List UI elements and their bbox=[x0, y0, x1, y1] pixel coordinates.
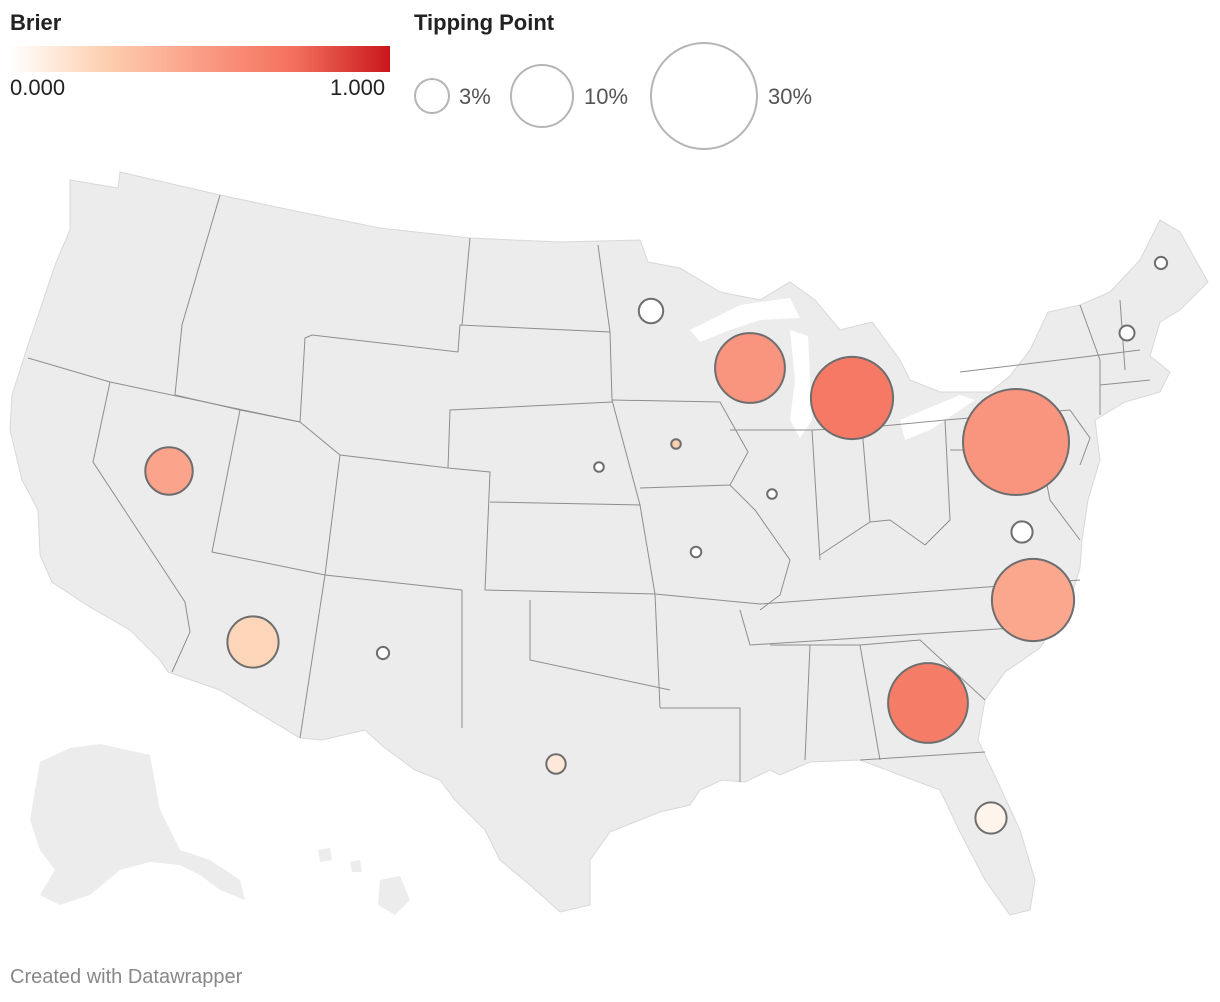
bubble-michigan[interactable] bbox=[809, 355, 895, 441]
bubble-nebraska[interactable] bbox=[593, 461, 605, 473]
bubble-illinois[interactable] bbox=[766, 488, 778, 500]
size-legend-label-10: 10% bbox=[584, 84, 629, 109]
bubble-new-mexico[interactable] bbox=[375, 645, 391, 661]
brier-color-ramp bbox=[10, 46, 390, 72]
bubble-nevada[interactable] bbox=[144, 446, 194, 496]
lake-superior bbox=[690, 298, 800, 342]
hawaii-shape bbox=[318, 848, 410, 915]
size-legend-circle-30 bbox=[650, 42, 758, 150]
us-map bbox=[9, 171, 1209, 916]
bubble-new-hampshire[interactable] bbox=[1118, 324, 1136, 342]
bubble-texas[interactable] bbox=[545, 753, 567, 775]
size-legend-label-30: 30% bbox=[768, 84, 813, 109]
lake-erie bbox=[900, 395, 975, 440]
size-legend-circle-3 bbox=[414, 78, 450, 114]
alaska-shape bbox=[30, 744, 245, 905]
lake-michigan bbox=[790, 330, 812, 438]
bubble-florida[interactable] bbox=[974, 801, 1008, 835]
bubble-virginia[interactable] bbox=[1010, 520, 1034, 544]
tipping-point-size-legend bbox=[414, 42, 758, 150]
brier-legend-title: Brier bbox=[10, 10, 62, 35]
bubble-maine[interactable] bbox=[1153, 255, 1169, 271]
bubble-iowa[interactable] bbox=[670, 438, 682, 450]
bubble-arizona[interactable] bbox=[226, 615, 280, 669]
bubble-north-carolina[interactable] bbox=[990, 557, 1076, 643]
brier-max-label: 1.000 bbox=[330, 75, 386, 100]
footer-credit: Created with Datawrapper bbox=[10, 966, 243, 988]
tipping-point-legend-title: Tipping Point bbox=[414, 10, 555, 35]
brier-min-label: 0.000 bbox=[10, 75, 66, 100]
size-legend-label-3: 3% bbox=[459, 84, 491, 109]
bubble-ohio[interactable] bbox=[689, 545, 703, 559]
contiguous-us-shape bbox=[9, 171, 1209, 916]
land-layer bbox=[9, 171, 1209, 916]
bubble-minnesota[interactable] bbox=[637, 297, 665, 325]
bubble-pennsylvania[interactable] bbox=[962, 388, 1070, 496]
size-legend-circle-10 bbox=[510, 64, 574, 128]
bubble-layer bbox=[144, 255, 1169, 835]
bubble-georgia[interactable] bbox=[887, 662, 969, 744]
bubble-wisconsin[interactable] bbox=[714, 332, 786, 404]
